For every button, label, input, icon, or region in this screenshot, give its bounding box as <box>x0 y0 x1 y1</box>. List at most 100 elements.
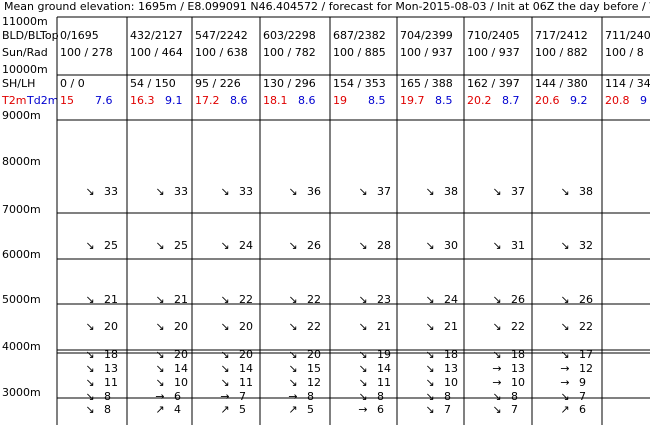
wind-speed: 12 <box>579 362 593 375</box>
wind-arrow: ↘ <box>288 239 297 252</box>
bld: 704/2399 <box>400 29 453 42</box>
wind-speed: 18 <box>444 348 458 361</box>
bld: 432/2127 <box>130 29 183 42</box>
sun-rad: 100 / 937 <box>400 46 453 59</box>
td2m: 8.6 <box>230 94 248 107</box>
wind-speed: 30 <box>444 239 458 252</box>
sh-lh: 130 / 296 <box>263 77 316 90</box>
wind-arrow: ↘ <box>425 239 434 252</box>
wind-arrow: → <box>155 390 164 403</box>
wind-speed: 37 <box>511 185 525 198</box>
bld: 603/2298 <box>263 29 316 42</box>
sh-lh: 165 / 388 <box>400 77 453 90</box>
sh-lh: 0 / 0 <box>60 77 85 90</box>
sun-rad: 100 / 885 <box>333 46 386 59</box>
wind-speed: 7 <box>579 390 586 403</box>
wind-arrow: ↘ <box>358 376 367 389</box>
wind-speed: 12 <box>307 376 321 389</box>
level-label: 10000m <box>2 63 48 76</box>
t2m: 19.7 <box>400 94 425 107</box>
wind-speed: 32 <box>579 239 593 252</box>
td2m: 9 <box>640 94 647 107</box>
wind-arrow: ↗ <box>560 403 569 416</box>
sh-lh: 54 / 150 <box>130 77 176 90</box>
wind-speed: 8 <box>104 390 111 403</box>
wind-speed: 33 <box>239 185 253 198</box>
wind-arrow: ↘ <box>85 376 94 389</box>
wind-arrow: ↘ <box>85 348 94 361</box>
wind-speed: 7 <box>444 403 451 416</box>
level-label: 7000m <box>2 203 41 216</box>
row-label: T2m <box>1 94 26 107</box>
bld: 547/2242 <box>195 29 248 42</box>
t2m: 15 <box>60 94 74 107</box>
wind-speed: 8 <box>307 390 314 403</box>
wind-speed: 26 <box>307 239 321 252</box>
wind-arrow: ↘ <box>85 362 94 375</box>
wind-speed: 17 <box>579 348 593 361</box>
wind-arrow: ↘ <box>288 376 297 389</box>
sh-lh: 114 / 34 <box>605 77 650 90</box>
title: Mean ground elevation: 1695m / E8.099091… <box>4 0 650 13</box>
wind-speed: 24 <box>239 239 253 252</box>
wind-speed: 18 <box>511 348 525 361</box>
wind-arrow: ↘ <box>358 362 367 375</box>
t2m: 19 <box>333 94 347 107</box>
wind-arrow: ↘ <box>425 348 434 361</box>
level-label: 3000m <box>2 386 41 399</box>
wind-arrow: ↘ <box>425 376 434 389</box>
wind-arrow: ↘ <box>155 376 164 389</box>
t2m: 18.1 <box>263 94 288 107</box>
wind-speed: 13 <box>104 362 118 375</box>
wind-speed: 22 <box>511 320 525 333</box>
wind-speed: 28 <box>377 239 391 252</box>
wind-speed: 38 <box>579 185 593 198</box>
sun-rad: 100 / 882 <box>535 46 588 59</box>
wind-speed: 21 <box>444 320 458 333</box>
wind-arrow: ↘ <box>560 239 569 252</box>
wind-arrow: ↘ <box>492 403 501 416</box>
wind-arrow: → <box>358 403 367 416</box>
wind-arrow: ↘ <box>492 390 501 403</box>
wind-arrow: ↘ <box>155 348 164 361</box>
td2m: 9.2 <box>570 94 588 107</box>
wind-speed: 22 <box>579 320 593 333</box>
td2m: 8.5 <box>368 94 386 107</box>
wind-arrow: ↘ <box>220 320 229 333</box>
wind-speed: 37 <box>377 185 391 198</box>
wind-arrow: ↘ <box>358 348 367 361</box>
wind-arrow: → <box>492 376 501 389</box>
wind-speed: 21 <box>174 293 188 306</box>
wind-speed: 4 <box>174 403 181 416</box>
sun-rad: 100 / 937 <box>467 46 520 59</box>
wind-speed: 26 <box>511 293 525 306</box>
wind-arrow: ↘ <box>560 390 569 403</box>
wind-speed: 5 <box>307 403 314 416</box>
row-label: Td2m <box>26 94 58 107</box>
wind-speed: 20 <box>174 348 188 361</box>
sun-rad: 100 / 638 <box>195 46 248 59</box>
wind-speed: 13 <box>444 362 458 375</box>
wind-arrow: ↘ <box>220 239 229 252</box>
t2m: 20.8 <box>605 94 630 107</box>
wind-speed: 23 <box>377 293 391 306</box>
wind-speed: 22 <box>239 293 253 306</box>
wind-speed: 6 <box>174 390 181 403</box>
bld: 687/2382 <box>333 29 386 42</box>
wind-speed: 11 <box>239 376 253 389</box>
wind-arrow: ↘ <box>288 362 297 375</box>
wind-speed: 20 <box>174 320 188 333</box>
wind-arrow: ↘ <box>492 348 501 361</box>
wind-speed: 18 <box>104 348 118 361</box>
wind-speed: 25 <box>104 239 118 252</box>
wind-speed: 6 <box>377 403 384 416</box>
wind-speed: 22 <box>307 320 321 333</box>
wind-arrow: ↘ <box>85 403 94 416</box>
t2m: 16.3 <box>130 94 155 107</box>
td2m: 8.6 <box>298 94 316 107</box>
wind-arrow: → <box>288 390 297 403</box>
wind-arrow: ↘ <box>220 362 229 375</box>
wind-speed: 13 <box>511 362 525 375</box>
level-label: 6000m <box>2 248 41 261</box>
level-label: 4000m <box>2 340 41 353</box>
